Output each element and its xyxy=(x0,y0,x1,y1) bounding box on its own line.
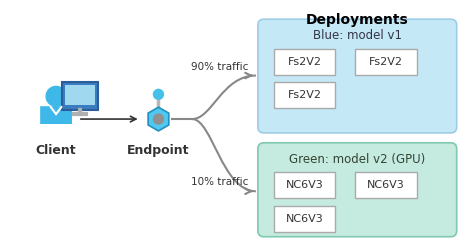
Text: Client: Client xyxy=(36,144,76,157)
FancyBboxPatch shape xyxy=(40,106,72,124)
Text: NC6V3: NC6V3 xyxy=(286,214,324,224)
Text: Fs2V2: Fs2V2 xyxy=(369,57,403,67)
Text: Fs2V2: Fs2V2 xyxy=(288,57,322,67)
Bar xyxy=(274,83,335,108)
Bar xyxy=(355,172,417,198)
Bar xyxy=(274,206,335,232)
FancyBboxPatch shape xyxy=(258,19,457,133)
Bar xyxy=(65,86,95,105)
Circle shape xyxy=(154,89,163,99)
Bar xyxy=(62,83,98,110)
Text: NC6V3: NC6V3 xyxy=(286,180,324,190)
Text: Endpoint: Endpoint xyxy=(127,144,190,157)
Polygon shape xyxy=(148,107,169,131)
Circle shape xyxy=(154,114,163,124)
Text: Deployments: Deployments xyxy=(306,13,409,27)
Circle shape xyxy=(46,86,66,106)
Text: NC6V3: NC6V3 xyxy=(367,180,405,190)
FancyBboxPatch shape xyxy=(258,143,457,237)
Bar xyxy=(274,49,335,75)
Text: Fs2V2: Fs2V2 xyxy=(288,90,322,100)
Text: Green: model v2 (GPU): Green: model v2 (GPU) xyxy=(289,153,425,166)
Bar xyxy=(274,172,335,198)
Bar xyxy=(355,49,417,75)
Text: Blue: model v1: Blue: model v1 xyxy=(313,29,402,42)
Text: 90% traffic: 90% traffic xyxy=(191,62,249,72)
Text: 10% traffic: 10% traffic xyxy=(191,177,249,187)
